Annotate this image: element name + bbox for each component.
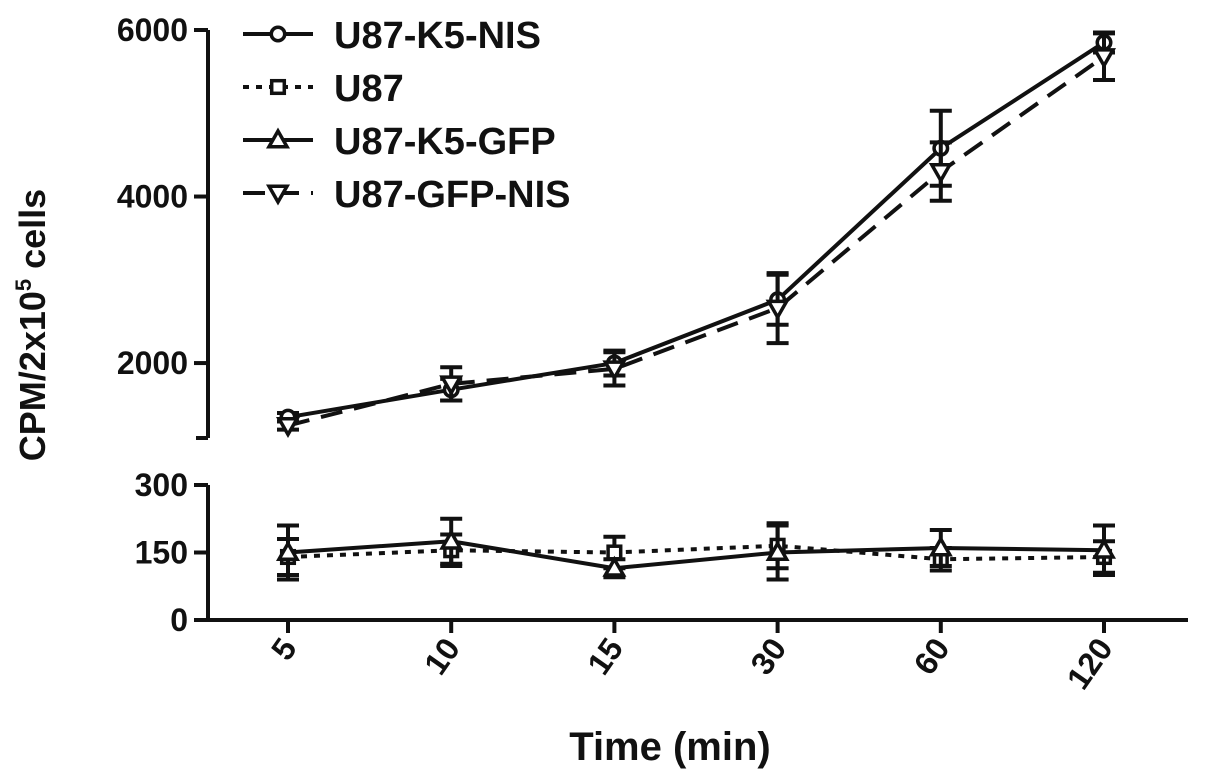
x-tick-label: 10 [417,631,467,681]
legend-marker [265,127,291,149]
lower-y-tick-label: 0 [170,602,188,638]
data-point [1091,537,1117,559]
legend-item: U87 [243,68,404,110]
data-point [928,535,953,557]
x-tick-label: 5 [264,631,304,666]
series-line [287,539,1105,571]
data-point [1091,48,1117,70]
data-point [602,555,627,577]
legend-item: U87-K5-NIS [243,15,541,57]
lower-y-tick-label: 300 [135,467,188,503]
data-point [439,528,464,550]
series-line [287,40,1106,420]
upper-y-tick-label: 2000 [117,345,188,381]
lower-y-tick-label: 150 [135,535,188,571]
x-tick-label: 120 [1060,631,1120,695]
legend-item: U87-K5-GFP [243,121,556,163]
legend-marker [269,25,287,43]
series-layer [275,30,1117,582]
x-tick-label: 30 [743,631,793,681]
data-point [928,163,953,185]
data-point [765,299,790,321]
axes: 2000 4000 6000 0 150 300 5 10 15 30 60 120 [117,12,1188,696]
x-tick-label: 15 [580,631,630,681]
series-line [287,543,1105,562]
y-axis-title: CPM/2x105 cells [11,189,53,461]
legend-marker [265,184,291,206]
x-axis-title: Time (min) [569,725,771,769]
y-axis-title-suffix: cells [12,189,53,279]
upper-y-tick-label: 6000 [117,12,188,48]
data-point [275,539,301,561]
data-point [602,360,627,382]
series-line [287,55,1106,428]
data-point [275,417,301,439]
data-point [439,375,464,397]
legend-label: U87-K5-GFP [334,121,556,163]
x-tick-label: 60 [907,631,957,681]
y-axis-title-exponent: 5 [11,279,36,291]
series-u87-gfp-nis [275,31,1117,439]
legend-label: U87 [334,68,404,110]
data-point [765,539,790,561]
legend-item: U87-GFP-NIS [243,174,570,216]
legend-marker [269,78,287,96]
legend-label: U87-GFP-NIS [334,174,570,216]
legend: U87-K5-NIS U87 U87-K5-GFP U87-GFP-NIS [243,15,570,216]
legend-label: U87-K5-NIS [334,15,541,57]
series-u87-k5-gfp [275,516,1117,582]
y-axis-title-prefix: CPM/2x10 [12,291,53,461]
upper-y-tick-label: 4000 [117,179,188,215]
